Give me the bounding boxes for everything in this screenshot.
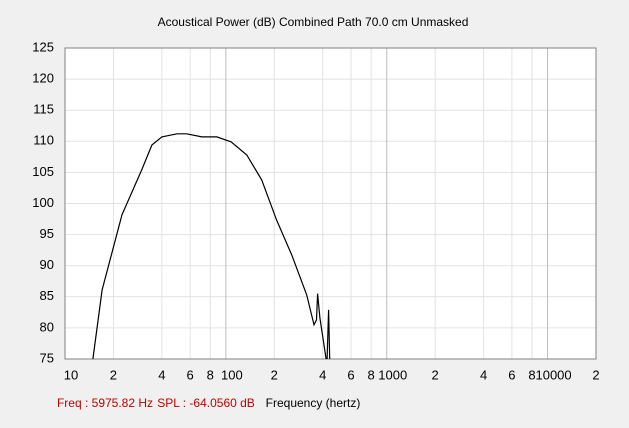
x-tick-label: 4 [319,367,326,382]
x-tick-label: 8 [528,367,535,382]
x-tick-label: 6 [347,367,354,382]
y-tick-label: 100 [32,195,54,210]
cursor-spl: SPL : -64.0560 dB [157,396,255,410]
x-tick-label: 2 [271,367,278,382]
y-tick-label: 85 [40,288,54,303]
x-tick-label: 10000 [535,367,571,382]
x-tick-label: 1000 [378,367,407,382]
y-tick-label: 110 [33,133,54,148]
x-tick-label: 4 [480,367,487,382]
x-axis-label: Frequency (hertz) [266,396,361,410]
x-tick-label: 8 [207,367,214,382]
x-tick-label: 2 [592,367,599,382]
y-tick-label: 80 [40,319,54,334]
x-tick-label: 10 [64,367,78,382]
x-tick-label: 6 [187,367,194,382]
y-tick-label: 95 [40,226,54,241]
data-line [92,133,331,360]
plot-frame [64,47,597,360]
x-tick-label: 100 [221,367,243,382]
y-tick-label: 105 [32,164,54,179]
y-tick-label: 90 [40,257,54,272]
x-tick-label: 2 [110,367,117,382]
y-tick-label: 75 [40,350,54,365]
x-tick-label: 2 [432,367,439,382]
x-tick-label: 4 [158,367,165,382]
y-tick-label: 125 [32,39,54,54]
y-tick-label: 115 [33,102,54,117]
y-tick-label: 120 [32,71,54,86]
chart-title: Acoustical Power (dB) Combined Path 70.0… [158,15,469,29]
x-tick-label: 8 [368,367,375,382]
x-tick-label: 6 [508,367,515,382]
cursor-freq: Freq : 5975.82 Hz [57,396,153,410]
